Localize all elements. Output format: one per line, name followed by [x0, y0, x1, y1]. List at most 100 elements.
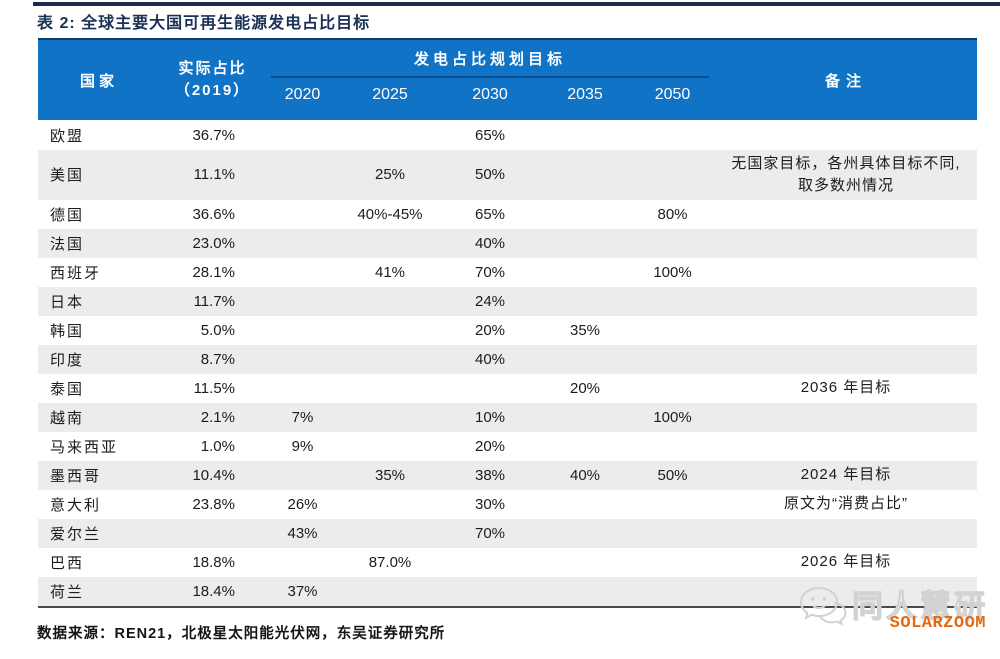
cell-target-2050 [630, 490, 715, 519]
cell-target-2025 [340, 229, 440, 258]
cell-target-2050: 50% [657, 466, 688, 484]
cell-target-2035: 20% [569, 379, 601, 397]
cell-target-2030: 50% [474, 166, 506, 184]
cell-target-2035 [540, 577, 630, 606]
table-row: 日本 11.7% 24% [38, 286, 977, 316]
cell-country: 意大利 [50, 496, 102, 514]
cell-actual-share: 2.1% [200, 408, 235, 426]
table-row: 法国 23.0% 40% [38, 228, 977, 258]
cell-target-2020 [265, 229, 340, 258]
cell-actual-share: 11.1% [193, 166, 235, 184]
table-header: 国家 实际占比 （2019） 发电占比规划目标 2020 2025 2030 2… [38, 38, 977, 120]
table-row: 巴西 18.8% 87.0% 2026 年目标 [38, 548, 977, 577]
table-row: 欧盟 36.7% 65% [38, 120, 977, 150]
table-row: 爱尔兰 43% 70% [38, 518, 977, 548]
cell-target-2050 [630, 432, 715, 461]
watermark-brand-text: 同人慧研 [851, 588, 988, 624]
cell-target-2050 [630, 150, 715, 200]
table-row: 荷兰 18.4% 37% [38, 576, 977, 606]
cell-target-2020 [265, 120, 340, 150]
table-body: 欧盟 36.7% 65% 美国 11.1% 25% 50% 无国家目标，各州具体… [38, 120, 977, 606]
header-actual-share-line1: 实际占比 [178, 59, 247, 77]
cell-target-2025 [340, 403, 440, 432]
table-row: 西班牙 28.1% 41% 70% 100% [38, 258, 977, 287]
cell-target-2025 [340, 120, 440, 150]
cell-target-2020 [265, 374, 340, 403]
header-target-group-label: 发电占比规划目标 [271, 48, 709, 78]
cell-country: 德国 [50, 206, 85, 224]
cell-target-2020: 7% [291, 408, 314, 426]
cell-target-2050 [630, 229, 715, 258]
cell-target-2025: 87.0% [368, 553, 412, 571]
cell-target-2025 [340, 519, 440, 548]
cell-actual-share: 1.0% [200, 437, 235, 455]
cell-target-2020: 37% [287, 582, 318, 600]
cell-target-2050 [630, 548, 715, 577]
wechat-icon [799, 586, 847, 627]
cell-target-2050 [630, 345, 715, 374]
cell-target-2050: 100% [653, 408, 692, 426]
cell-target-2035 [540, 287, 630, 316]
cell-country: 欧盟 [50, 127, 85, 145]
cell-country: 马来西亚 [50, 438, 119, 456]
data-source: 数据来源：REN21，北极星太阳能光伏网，东吴证券研究所 [37, 626, 446, 642]
cell-target-2030 [440, 548, 540, 577]
cell-note: 2024 年目标 [800, 466, 892, 484]
cell-actual-share: 18.4% [192, 582, 235, 600]
cell-country: 泰国 [50, 380, 85, 398]
cell-actual-share: 11.7% [193, 292, 235, 310]
cell-target-2020 [265, 258, 340, 287]
cell-target-2030: 65% [474, 126, 506, 144]
cell-target-2030: 20% [474, 321, 506, 339]
cell-actual-share: 36.6% [192, 205, 235, 223]
cell-target-2035: 35% [569, 321, 601, 339]
cell-country: 韩国 [50, 322, 85, 340]
cell-target-2035 [540, 432, 630, 461]
cell-country: 荷兰 [50, 583, 85, 601]
cell-actual-share: 5.0% [200, 321, 235, 339]
cell-country: 法国 [50, 235, 85, 253]
table-row: 意大利 23.8% 26% 30% 原文为“消费占比” [38, 490, 977, 519]
renewables-target-table: 国家 实际占比 （2019） 发电占比规划目标 2020 2025 2030 2… [38, 38, 977, 608]
cell-target-2030: 10% [474, 408, 506, 426]
cell-target-2025 [340, 432, 440, 461]
cell-target-2035 [540, 345, 630, 374]
cell-target-2030 [440, 374, 540, 403]
header-note: 备注 [824, 72, 867, 90]
cell-target-2035 [540, 519, 630, 548]
cell-country: 日本 [50, 293, 85, 311]
cell-country: 爱尔兰 [50, 525, 102, 543]
table-row: 泰国 11.5% 20% 2036 年目标 [38, 374, 977, 403]
header-country: 国家 [79, 72, 118, 90]
header-year-2030: 2030 [472, 86, 508, 103]
table-row: 美国 11.1% 25% 50% 无国家目标，各州具体目标不同, 取多数州情况 [38, 150, 977, 200]
table-title: 表 2: 全球主要大国可再生能源发电占比目标 [37, 15, 371, 32]
cell-target-2030: 24% [474, 292, 506, 310]
cell-target-2035 [540, 150, 630, 200]
cell-country: 巴西 [50, 554, 85, 572]
cell-target-2030: 40% [474, 234, 506, 252]
cell-target-2025 [340, 374, 440, 403]
cell-target-2050 [630, 316, 715, 345]
cell-note: 2026 年目标 [800, 553, 892, 571]
cell-target-2020 [265, 287, 340, 316]
cell-actual-share: 10.4% [192, 466, 235, 484]
cell-target-2035 [540, 403, 630, 432]
table-row: 墨西哥 10.4% 35% 38% 40% 50% 2024 年目标 [38, 460, 977, 490]
cell-actual-share: 8.7% [200, 350, 235, 368]
cell-actual-share: 23.0% [192, 234, 235, 252]
cell-target-2025: 41% [374, 263, 406, 281]
header-year-2025: 2025 [372, 86, 408, 103]
cell-target-2035 [540, 229, 630, 258]
header-actual-share: 实际占比 （2019） [160, 40, 265, 120]
top-rule [33, 2, 1000, 6]
cell-target-2020: 43% [287, 524, 318, 542]
cell-actual-share: 23.8% [192, 495, 235, 513]
cell-target-2020 [265, 345, 340, 374]
cell-target-2030: 40% [474, 350, 506, 368]
cell-target-2025: 25% [374, 166, 406, 184]
cell-target-2020: 26% [287, 495, 318, 513]
cell-target-2025 [340, 287, 440, 316]
cell-target-2035: 40% [569, 466, 601, 484]
